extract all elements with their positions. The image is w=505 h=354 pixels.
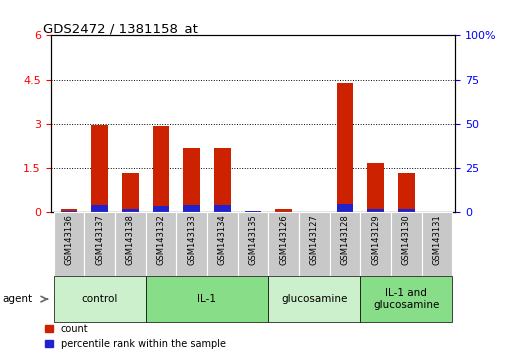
Bar [421, 212, 451, 276]
Bar [122, 209, 138, 212]
Text: agent: agent [3, 294, 33, 304]
Bar [268, 212, 298, 276]
Bar [91, 205, 108, 212]
Bar [207, 212, 237, 276]
Bar [397, 209, 414, 212]
Bar [237, 212, 268, 276]
Text: GSM143131: GSM143131 [432, 214, 441, 265]
Bar [183, 205, 199, 212]
Bar [115, 212, 145, 276]
Bar [336, 205, 352, 212]
Bar [122, 172, 138, 212]
Text: GSM143127: GSM143127 [309, 214, 318, 265]
Text: control: control [81, 294, 118, 304]
Text: GDS2472 / 1381158_at: GDS2472 / 1381158_at [42, 22, 197, 35]
Bar [268, 276, 360, 322]
Bar [360, 276, 451, 322]
Bar [390, 212, 421, 276]
Text: GSM143138: GSM143138 [126, 214, 134, 265]
Bar [153, 206, 169, 212]
Bar [367, 209, 383, 212]
Text: IL-1 and
glucosamine: IL-1 and glucosamine [372, 288, 439, 310]
Bar [153, 126, 169, 212]
Text: GSM143136: GSM143136 [64, 214, 73, 265]
Bar [61, 209, 77, 212]
Bar [145, 212, 176, 276]
Text: GSM143135: GSM143135 [248, 214, 257, 265]
Bar [145, 276, 268, 322]
Text: GSM143130: GSM143130 [401, 214, 410, 265]
Bar [214, 205, 230, 212]
Bar [336, 83, 352, 212]
Bar [176, 212, 207, 276]
Bar [367, 163, 383, 212]
Text: glucosamine: glucosamine [281, 294, 347, 304]
Text: GSM143137: GSM143137 [95, 214, 104, 265]
Text: GSM143132: GSM143132 [156, 214, 165, 265]
Bar [298, 212, 329, 276]
Bar [183, 148, 199, 212]
Bar [329, 212, 360, 276]
Bar [84, 212, 115, 276]
Bar [214, 148, 230, 212]
Bar [244, 211, 261, 212]
Legend: count, percentile rank within the sample: count, percentile rank within the sample [45, 324, 225, 349]
Bar [397, 172, 414, 212]
Bar [54, 276, 145, 322]
Text: GSM143134: GSM143134 [218, 214, 226, 265]
Text: IL-1: IL-1 [197, 294, 216, 304]
Bar [91, 125, 108, 212]
Bar [54, 212, 84, 276]
Text: GSM143126: GSM143126 [279, 214, 287, 265]
Text: GSM143128: GSM143128 [340, 214, 349, 265]
Bar [275, 210, 291, 212]
Text: GSM143133: GSM143133 [187, 214, 196, 265]
Bar [61, 211, 77, 212]
Text: GSM143129: GSM143129 [371, 214, 379, 265]
Bar [360, 212, 390, 276]
